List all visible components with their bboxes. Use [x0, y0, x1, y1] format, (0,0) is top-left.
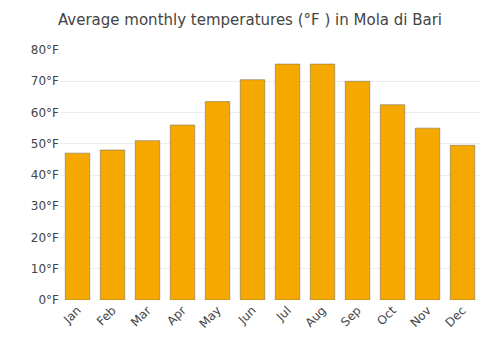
svg-text:Jun: Jun: [235, 303, 259, 327]
svg-text:Mar: Mar: [128, 303, 154, 329]
svg-text:Dec: Dec: [443, 303, 469, 329]
svg-text:20°F: 20°F: [31, 231, 59, 245]
svg-text:Sep: Sep: [338, 303, 364, 329]
svg-text:60°F: 60°F: [31, 106, 59, 120]
svg-text:10°F: 10°F: [31, 262, 59, 276]
svg-text:0°F: 0°F: [38, 293, 59, 307]
svg-text:Jul: Jul: [273, 303, 294, 324]
svg-text:Feb: Feb: [94, 303, 119, 328]
svg-text:70°F: 70°F: [31, 74, 59, 88]
svg-text:40°F: 40°F: [31, 168, 59, 182]
svg-text:Apr: Apr: [164, 303, 189, 328]
svg-text:80°F: 80°F: [31, 43, 59, 57]
svg-text:Aug: Aug: [302, 303, 328, 329]
svg-text:Jan: Jan: [60, 303, 84, 327]
svg-text:50°F: 50°F: [31, 137, 59, 151]
svg-text:Nov: Nov: [407, 303, 433, 329]
svg-text:Oct: Oct: [374, 303, 399, 328]
svg-text:Average monthly temperatures (: Average monthly temperatures (°F ) in Mo…: [58, 11, 442, 29]
svg-text:30°F: 30°F: [31, 199, 59, 213]
svg-text:May: May: [196, 303, 223, 330]
